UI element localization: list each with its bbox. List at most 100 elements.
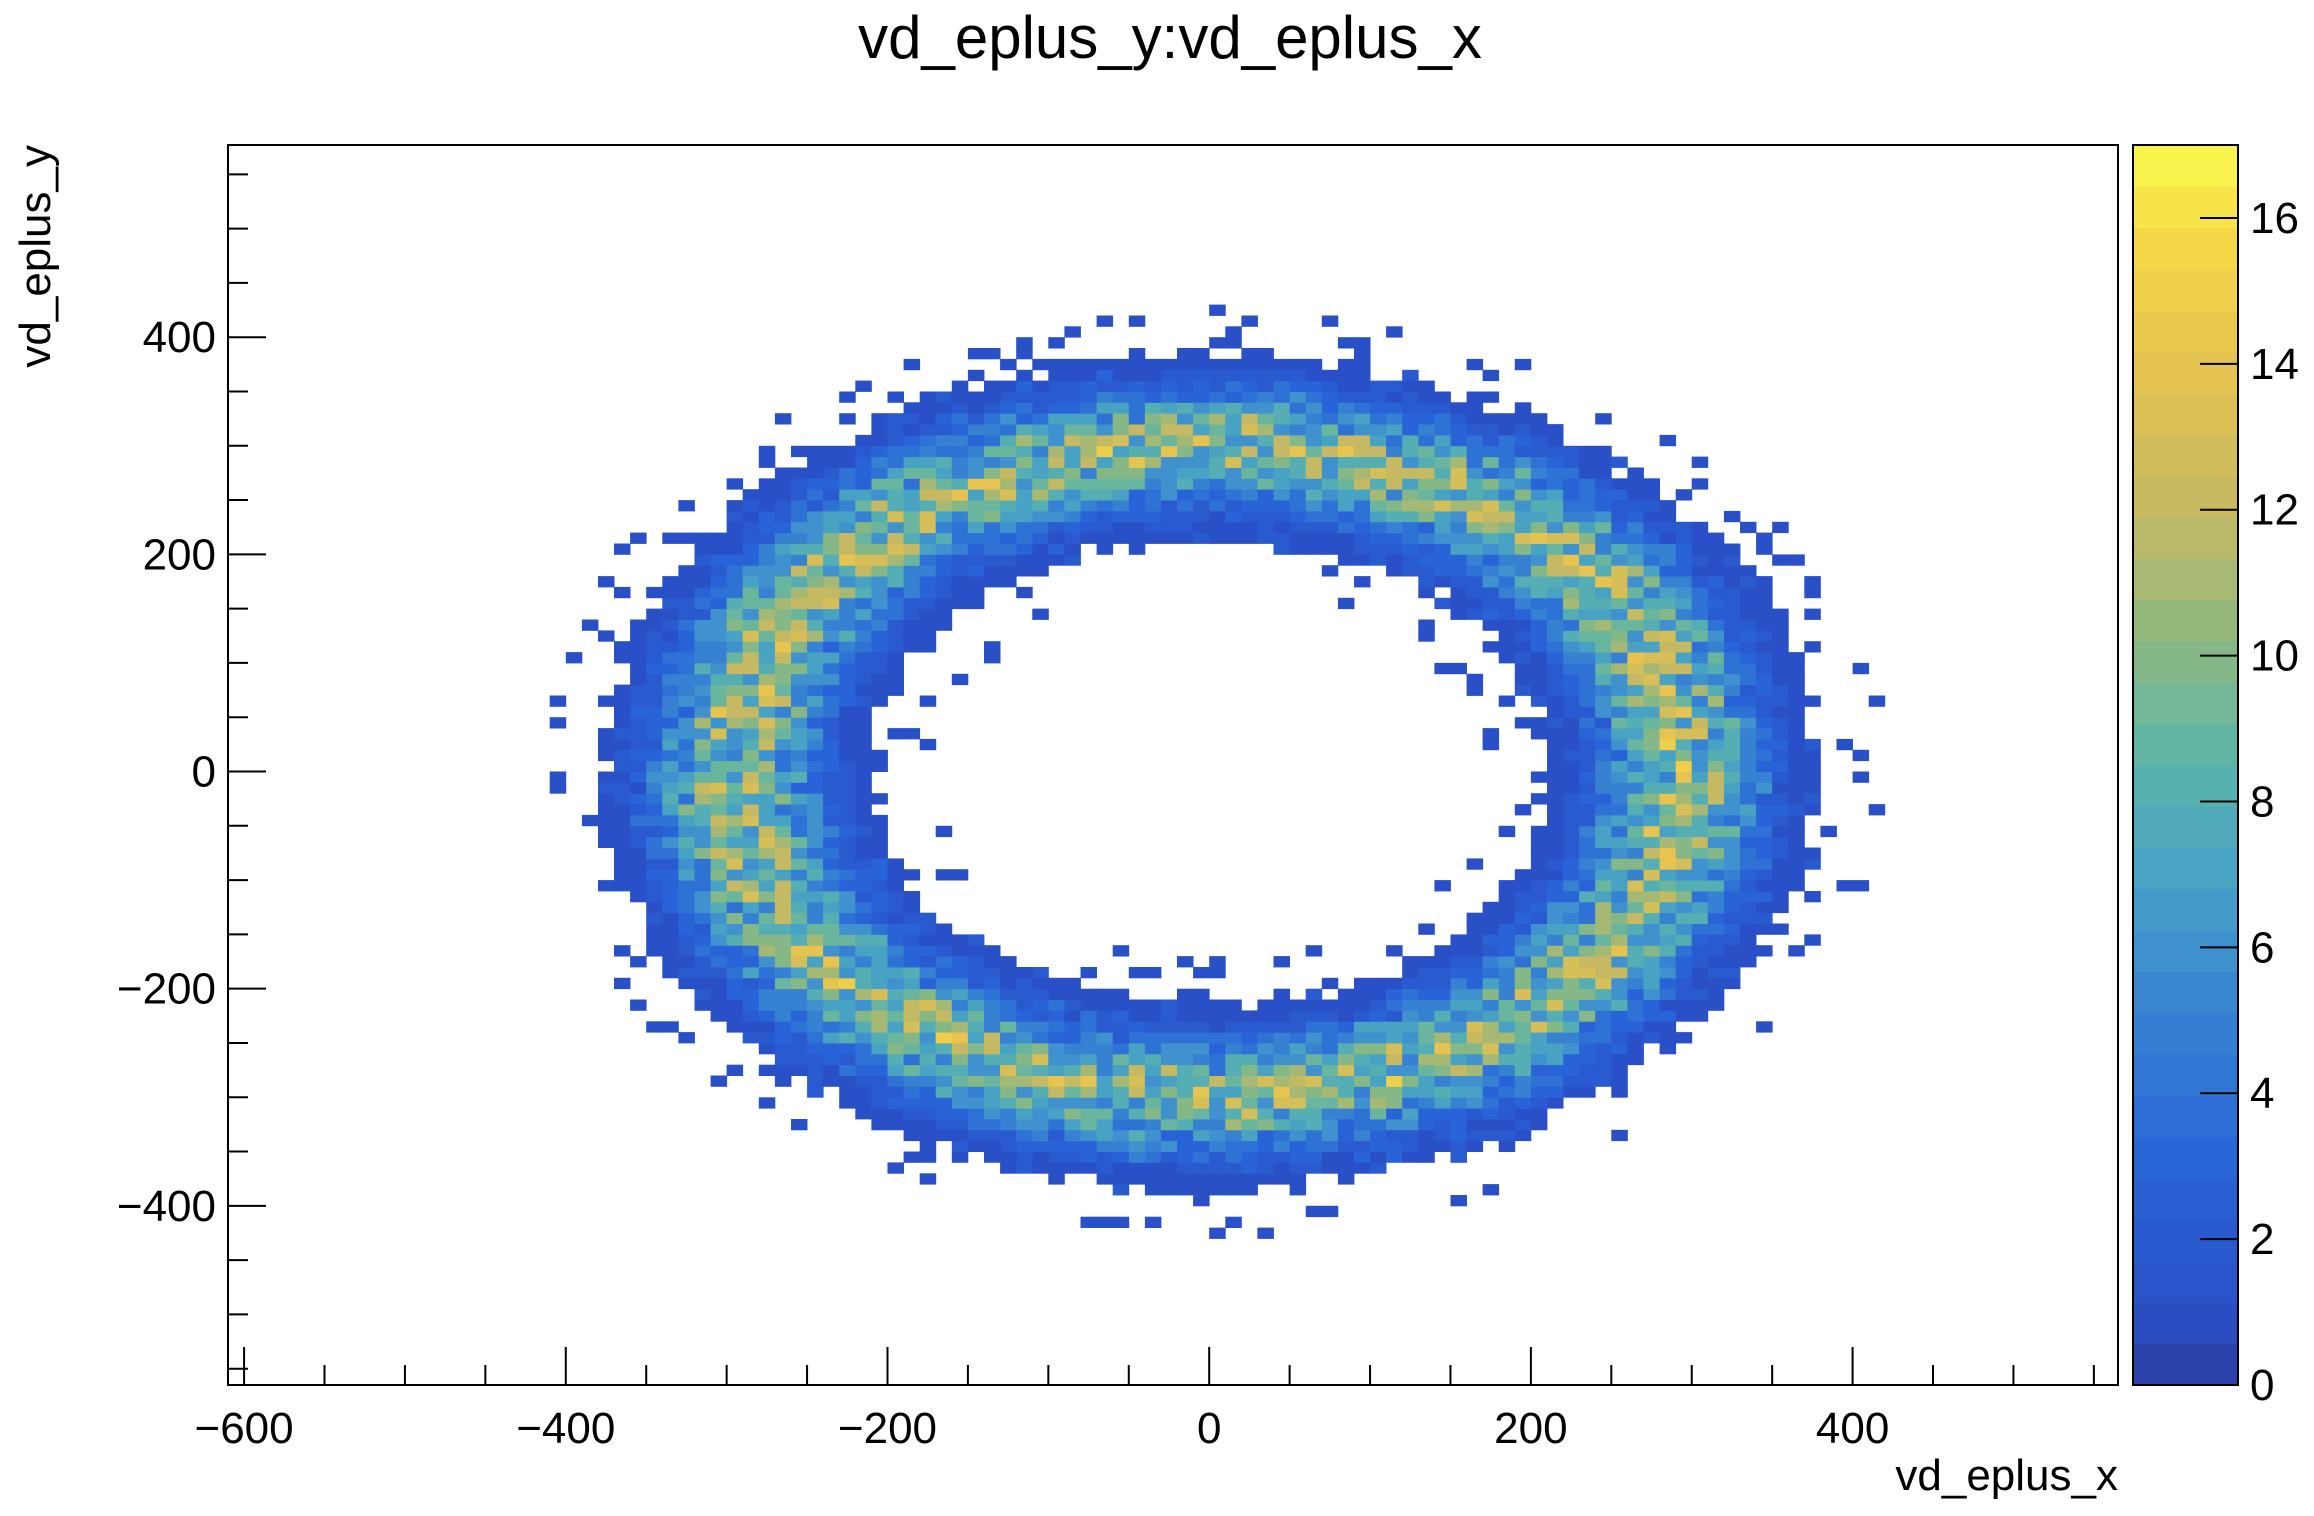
heatmap-cell [1498,1129,1516,1142]
heatmap-cell [1530,586,1548,599]
colorbar-band [2133,641,2238,683]
heatmap-cell [935,869,953,881]
heatmap-cell [1225,1129,1242,1142]
heatmap-cell [1080,967,1097,979]
heatmap-cell [1595,706,1612,718]
heatmap-cell [1418,402,1435,414]
heatmap-cell [984,1119,1001,1131]
heatmap-cell [1659,1043,1677,1055]
heatmap-cell [871,912,888,924]
heatmap-cell [1723,586,1741,599]
heatmap-cell [1611,1086,1628,1098]
heatmap-cell [1595,1032,1612,1044]
heatmap-cell [678,706,695,718]
heatmap-cell [1305,413,1323,425]
heatmap-cell [839,934,856,946]
heatmap-cell [1209,391,1226,403]
heatmap-cell [1209,999,1226,1011]
heatmap-cell [1659,869,1677,881]
heatmap-cell [1611,858,1628,870]
heatmap-cell [807,945,824,957]
heatmap-cell [1354,348,1371,360]
heatmap-cell [919,467,937,479]
heatmap-cell [1740,771,1757,783]
heatmap-cell [1402,1140,1419,1152]
heatmap-cell [823,1010,840,1022]
heatmap-cell [1498,891,1516,903]
heatmap-cell [1096,358,1114,371]
heatmap-cell [1611,1010,1628,1022]
heatmap-cell [1466,576,1484,588]
heatmap-cell [1450,489,1467,501]
heatmap-cell [1707,554,1725,566]
heatmap-cell [1064,413,1081,425]
heatmap-cell [1273,467,1290,479]
heatmap-cell [1675,489,1693,501]
heatmap-cell [919,413,937,425]
heatmap-cell [839,967,856,979]
heatmap-cell [742,912,760,924]
heatmap-cell [1675,825,1693,838]
heatmap-cell [807,532,824,544]
heatmap-cell [1128,1075,1146,1087]
heatmap-cell [807,1010,824,1022]
heatmap-cell [1209,402,1226,414]
heatmap-cell [1691,782,1709,794]
heatmap-cell [1257,348,1274,360]
heatmap-cell [1000,1032,1017,1044]
heatmap-cell [807,478,824,490]
heatmap-cell [1563,825,1580,838]
heatmap-cell [1160,358,1178,371]
heatmap-cell [807,608,824,620]
heatmap-cell [839,1032,856,1044]
heatmap-cell [791,619,808,631]
heatmap-cell [758,456,776,468]
heatmap-cell [1386,1151,1403,1163]
heatmap-cell [694,945,711,957]
heatmap-cell [1016,967,1033,979]
heatmap-cell [1177,1108,1194,1120]
heatmap-cell [1000,1129,1017,1142]
heatmap-cell [1723,684,1741,696]
heatmap-cell [1579,977,1596,990]
heatmap-cell [1000,1097,1017,1109]
heatmap-cell [742,793,760,805]
heatmap-cell [1691,619,1709,631]
heatmap-cell [1112,456,1130,468]
heatmap-cell [1048,391,1065,403]
heatmap-cell [1080,999,1097,1011]
heatmap-cell [855,814,872,827]
heatmap-cell [855,565,872,577]
heatmap-cell [1273,1053,1290,1066]
heatmap-cell [1723,738,1741,751]
heatmap-cell [774,1032,792,1044]
heatmap-cell [1740,836,1757,848]
heatmap-cell [1305,424,1323,436]
heatmap-cell [1337,521,1355,534]
heatmap-cell [710,738,728,751]
heatmap-cell [1466,1021,1484,1033]
heatmap-cell [1209,445,1226,458]
heatmap-cell [1772,608,1789,620]
heatmap-cell [1434,956,1451,968]
heatmap-cell [1563,956,1580,968]
heatmap-cell [1530,977,1548,990]
heatmap-cell [1418,1086,1435,1098]
heatmap-cell [1611,760,1628,772]
heatmap-cell [951,445,969,458]
heatmap-cell [967,967,985,979]
heatmap-cell [871,554,888,566]
heatmap-cell [823,749,840,762]
heatmap-cell [710,869,728,881]
heatmap-cell [1209,956,1226,968]
heatmap-cell [935,956,953,968]
heatmap-cell [1740,717,1757,729]
heatmap-cell [1370,1064,1387,1076]
heatmap-cell [1418,1021,1435,1033]
heatmap-cell [1643,988,1660,1000]
heatmap-cell [791,510,808,523]
heatmap-cell [839,880,856,892]
heatmap-cell [1402,1021,1419,1033]
heatmap-cell [855,1108,872,1120]
heatmap-cell [1257,402,1274,414]
